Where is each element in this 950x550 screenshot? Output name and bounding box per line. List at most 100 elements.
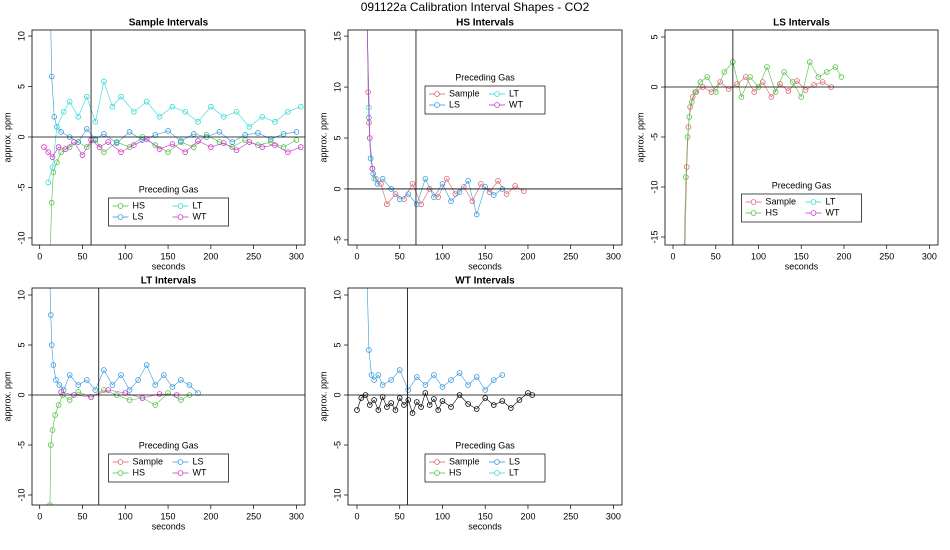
data-point: [465, 382, 471, 388]
data-point: [51, 114, 58, 120]
legend-label: WT: [193, 467, 207, 477]
legend-label: HS: [133, 200, 146, 210]
data-point: [499, 398, 506, 404]
data-point: [152, 382, 159, 388]
data-point: [49, 164, 56, 171]
data-point: [58, 129, 64, 135]
data-point: [169, 103, 176, 110]
x-tick-label: 100: [751, 251, 766, 261]
data-point: [96, 144, 103, 150]
data-point: [55, 402, 62, 408]
data-point: [366, 347, 372, 353]
data-point: [55, 144, 62, 150]
data-point: [101, 367, 107, 373]
legend-label: LT: [509, 467, 519, 477]
x-tick-label: 100: [435, 511, 450, 521]
data-point: [139, 395, 146, 401]
data-point: [92, 387, 99, 393]
y-tick-label: -15: [649, 230, 659, 243]
legend-marker: [434, 470, 440, 476]
legend-label: WT: [826, 207, 840, 217]
data-point: [721, 69, 728, 75]
data-point: [375, 372, 382, 378]
data-point: [365, 24, 370, 29]
data-point: [712, 89, 719, 95]
data-point: [508, 405, 514, 411]
series-line: [50, 30, 297, 144]
data-point: [246, 139, 253, 145]
x-tick-label: 300: [606, 251, 621, 261]
legend-marker: [117, 203, 124, 209]
data-point: [785, 88, 792, 94]
x-tick-label: 50: [395, 251, 405, 261]
data-point: [418, 404, 424, 410]
data-point: [285, 149, 291, 155]
x-tick-label: 100: [118, 251, 133, 261]
legend-title: Preceding Gas: [455, 440, 515, 450]
data-point: [101, 149, 107, 155]
data-point: [156, 114, 163, 120]
data-point: [66, 372, 73, 378]
x-axis-label: seconds: [785, 261, 819, 271]
legend-label: LS: [449, 99, 460, 109]
series-line: [356, 392, 533, 414]
data-point: [259, 114, 266, 120]
y-tick-label: 0: [16, 134, 26, 139]
data-point: [75, 139, 82, 145]
data-point: [683, 174, 689, 180]
data-point: [371, 377, 377, 383]
data-point: [734, 81, 740, 87]
x-tick-label: 150: [161, 251, 176, 261]
data-point: [512, 183, 518, 189]
data-point: [832, 64, 839, 70]
data-point: [486, 189, 493, 195]
data-point: [697, 79, 704, 85]
data-point: [374, 181, 381, 187]
data-point: [368, 372, 375, 378]
data-point: [384, 201, 390, 208]
series-line: [367, 30, 503, 216]
x-axis-label: seconds: [152, 261, 186, 271]
legend-label: HS: [133, 467, 146, 477]
legend-marker: [810, 210, 817, 216]
plot-area: [354, 288, 536, 416]
data-point: [195, 119, 201, 125]
x-tick-label: 50: [395, 511, 405, 521]
data-point: [431, 194, 437, 200]
legend-label: Sample: [449, 456, 480, 466]
y-tick-label: 10: [332, 82, 342, 92]
series-line: [367, 288, 503, 391]
data-point: [118, 93, 124, 100]
data-point: [431, 372, 437, 378]
series-line: [684, 76, 832, 245]
panel-title: HS Intervals: [456, 18, 514, 29]
legend-marker: [177, 203, 184, 209]
data-point: [708, 89, 715, 95]
x-tick-label: 200: [520, 511, 535, 521]
data-point: [297, 103, 304, 110]
y-tick-label: -5: [649, 133, 659, 141]
data-point: [367, 402, 373, 408]
data-point: [60, 108, 67, 115]
data-point: [717, 79, 723, 85]
data-point: [798, 94, 805, 100]
data-point: [280, 131, 287, 137]
plot-frame: [347, 29, 623, 246]
legend-box: [424, 453, 546, 483]
series-line: [50, 134, 297, 245]
legend-label: LS: [133, 211, 144, 221]
data-point: [375, 407, 382, 413]
data-point: [379, 382, 386, 388]
data-point: [45, 179, 52, 186]
panel-title: LT Intervals: [141, 276, 197, 287]
data-point: [92, 119, 99, 125]
data-point: [439, 384, 446, 390]
y-axis-label: approx. ppm: [318, 112, 328, 162]
data-point: [195, 138, 201, 144]
x-tick-label: 100: [118, 511, 133, 521]
data-point: [448, 198, 454, 204]
data-point: [54, 124, 60, 130]
data-point: [208, 144, 214, 150]
data-point: [439, 181, 446, 187]
y-tick-label: -10: [16, 488, 26, 501]
